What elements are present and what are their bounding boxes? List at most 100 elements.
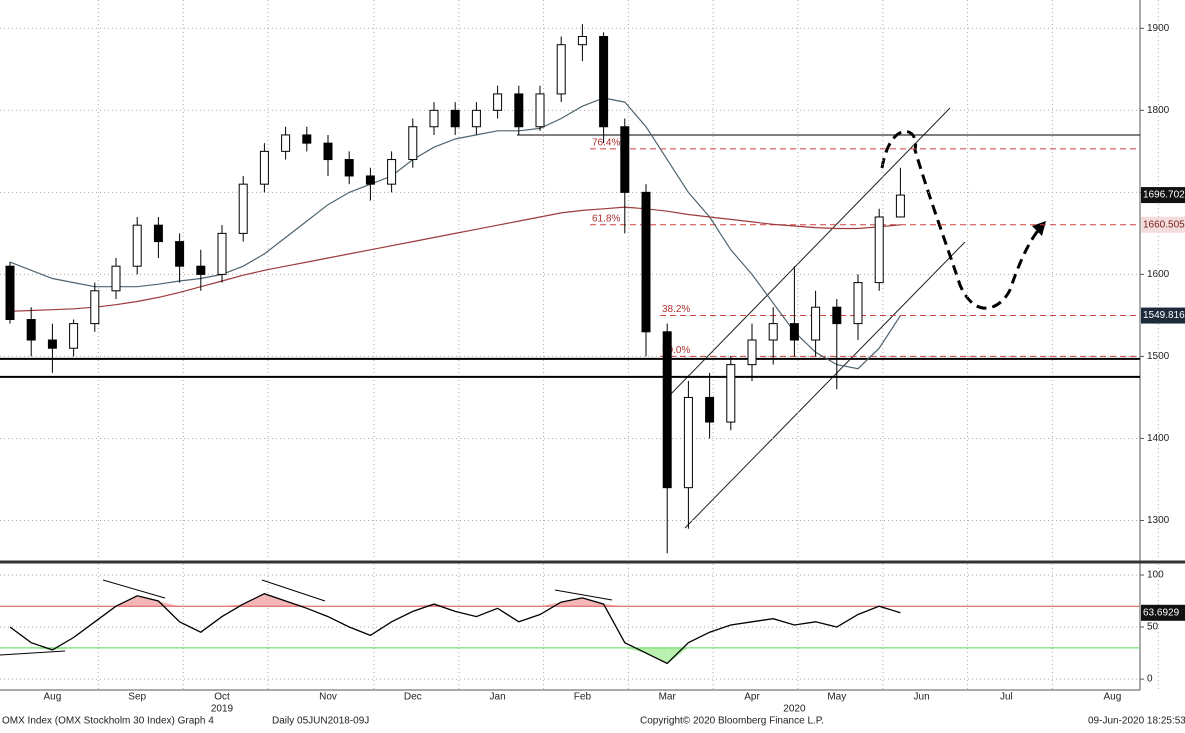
footer-mid: Daily 05JUN2018-09J: [272, 716, 369, 727]
candle-body: [238, 183, 248, 234]
rsi-zone: [264, 593, 286, 607]
candle-body: [132, 224, 142, 267]
x-tick-label: May: [827, 692, 846, 703]
price-tag: 1696.702: [1143, 190, 1185, 201]
candle-body: [641, 191, 651, 333]
candle-body: [259, 150, 269, 185]
candle-body: [599, 36, 609, 128]
candle-body: [895, 194, 905, 218]
candle-body: [408, 126, 418, 161]
candle-body: [429, 109, 439, 128]
channel-upper: [666, 107, 951, 399]
divergence-line: [102, 579, 166, 599]
candle-body: [47, 339, 57, 349]
candle-body: [196, 265, 206, 275]
year-label: 2020: [783, 704, 806, 715]
x-tick-label: Oct: [214, 692, 230, 703]
rsi-zone: [222, 604, 244, 607]
y-tick-label: 100: [1147, 570, 1164, 581]
candle-body: [874, 216, 884, 284]
candle-body: [153, 224, 163, 243]
rsi-zone: [603, 604, 625, 607]
candle-body: [302, 134, 312, 144]
rsi-tag-box: [1141, 604, 1185, 621]
price-tag-box: [1141, 216, 1185, 233]
forecast-path: [880, 129, 1042, 310]
rsi-zone: [137, 595, 159, 607]
fib-label: 38.2%: [662, 304, 690, 315]
moving-average: [9, 97, 901, 370]
candle-body: [747, 339, 757, 366]
candle-body: [789, 323, 799, 341]
candle-body: [493, 93, 503, 111]
y-tick-label: 50: [1147, 622, 1159, 633]
divergence-line: [261, 579, 326, 602]
candle-body: [90, 290, 100, 325]
candle-body: [217, 232, 227, 275]
candle-body: [577, 36, 587, 46]
rsi-zone: [561, 597, 583, 607]
y-tick-label: 0: [1147, 674, 1153, 685]
rsi-zone: [646, 647, 668, 664]
x-tick-label: Apr: [744, 692, 760, 703]
candle-body: [26, 319, 36, 341]
candle-body: [683, 396, 693, 489]
x-tick-label: Jun: [914, 692, 930, 703]
candle-body: [662, 331, 672, 489]
candle-body: [450, 109, 460, 128]
candle-body: [705, 396, 715, 423]
x-tick-label: Nov: [319, 692, 337, 703]
fib-label: 61.8%: [592, 213, 620, 224]
rsi-zone: [52, 647, 74, 650]
x-tick-label: Aug: [44, 692, 62, 703]
candle-body: [514, 93, 524, 128]
candle-body: [471, 109, 481, 128]
candle-body: [387, 159, 397, 185]
x-tick-label: Aug: [1104, 692, 1122, 703]
x-tick-label: Mar: [659, 692, 677, 703]
footer-left: OMX Index (OMX Stockholm 30 Index) Graph…: [2, 716, 214, 727]
candle-body: [344, 159, 354, 177]
candle-body: [323, 142, 333, 161]
rsi-tag: 63.6929: [1143, 607, 1180, 618]
year-label: 2019: [211, 704, 234, 715]
price-tag-box: [1141, 187, 1185, 204]
candle-body: [726, 364, 736, 423]
candle-body: [853, 282, 863, 325]
price-tag: 1660.505: [1143, 219, 1185, 230]
y-tick-label: 1900: [1147, 23, 1170, 34]
price-tag: 1549.816: [1143, 310, 1185, 321]
candle-body: [620, 126, 630, 193]
y-tick-label: 1500: [1147, 351, 1170, 362]
x-tick-label: Sep: [128, 692, 146, 703]
candle-body: [69, 323, 79, 349]
footer-copyright: Copyright© 2020 Bloomberg Finance L.P.: [640, 716, 824, 727]
candle-body: [111, 265, 121, 292]
rsi-zone: [158, 601, 180, 607]
divergence-line: [0, 650, 66, 656]
candle-body: [556, 44, 566, 95]
y-tick-label: 1600: [1147, 269, 1170, 280]
candle-body: [175, 241, 185, 267]
x-tick-label: Jul: [1000, 692, 1013, 703]
divergence-line: [554, 589, 613, 601]
candle-body: [5, 265, 15, 321]
x-tick-label: Feb: [574, 692, 592, 703]
fib-label: 76.4%: [592, 138, 620, 149]
candle-body: [281, 134, 291, 152]
x-tick-label: Jan: [490, 692, 506, 703]
y-tick-label: 1400: [1147, 433, 1170, 444]
rsi-zone: [624, 647, 646, 654]
y-tick-label: 1800: [1147, 105, 1170, 116]
rsi-line: [9, 592, 901, 665]
rsi-zone: [285, 601, 307, 607]
rsi-zone: [667, 647, 689, 664]
moving-average: [9, 206, 901, 312]
y-tick-label: 1300: [1147, 515, 1170, 526]
candle-body: [365, 175, 375, 185]
footer-stamp: 09-Jun-2020 18:25:53: [1088, 716, 1185, 727]
candle-body: [535, 93, 545, 128]
x-tick-label: Dec: [404, 692, 422, 703]
